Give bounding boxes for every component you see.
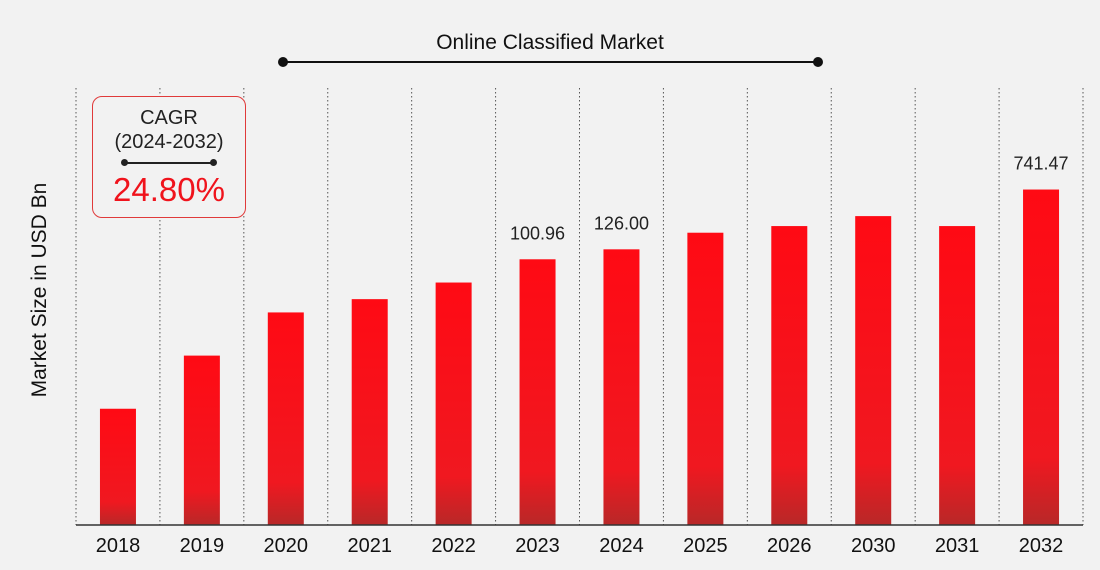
x-tick-label: 2024 [599, 535, 644, 557]
bar-2024 [603, 249, 640, 526]
cagr-label: CAGR [140, 107, 198, 129]
x-tick-label: 2022 [431, 535, 476, 557]
x-tick-label: 2018 [96, 535, 141, 557]
bar-2020 [267, 312, 304, 525]
cagr-divider [123, 162, 215, 164]
data-label: 741.47 [1014, 154, 1069, 174]
bar-2018 [99, 408, 136, 525]
x-tick-label: 2025 [683, 535, 728, 557]
x-tick-label: 2030 [851, 535, 896, 557]
bar-2026 [771, 226, 808, 526]
bar-2025 [687, 232, 724, 525]
bar-2023 [519, 259, 556, 525]
x-tick-label: 2020 [264, 535, 309, 557]
title-line-right-dot [813, 57, 823, 67]
bar-2019 [183, 355, 220, 525]
cagr-divider-right-dot [210, 159, 217, 166]
bar-2021 [351, 299, 388, 525]
x-tick-label: 2019 [180, 535, 225, 557]
x-tick-label: 2032 [1019, 535, 1064, 557]
data-label: 126.00 [594, 213, 649, 233]
x-tick-label: 2023 [515, 535, 560, 557]
x-tick-label: 2031 [935, 535, 980, 557]
chart-title: Online Classified Market [436, 31, 664, 54]
data-label: 100.96 [510, 223, 565, 243]
bar-2022 [435, 282, 472, 525]
y-axis-label: Market Size in USD Bn [28, 183, 51, 398]
cagr-divider-left-dot [121, 159, 128, 166]
title-background [400, 26, 700, 58]
bar-2032 [1023, 189, 1060, 526]
cagr-value: 24.80% [113, 171, 225, 208]
cagr-period: (2024-2032) [114, 131, 224, 153]
bar-2031 [939, 226, 976, 526]
x-tick-label: 2026 [767, 535, 812, 557]
x-tick-label: 2021 [347, 535, 392, 557]
title-line-left-dot [278, 57, 288, 67]
cagr-box: CAGR (2024-2032) 24.80% [92, 96, 246, 218]
bar-2030 [855, 216, 892, 525]
